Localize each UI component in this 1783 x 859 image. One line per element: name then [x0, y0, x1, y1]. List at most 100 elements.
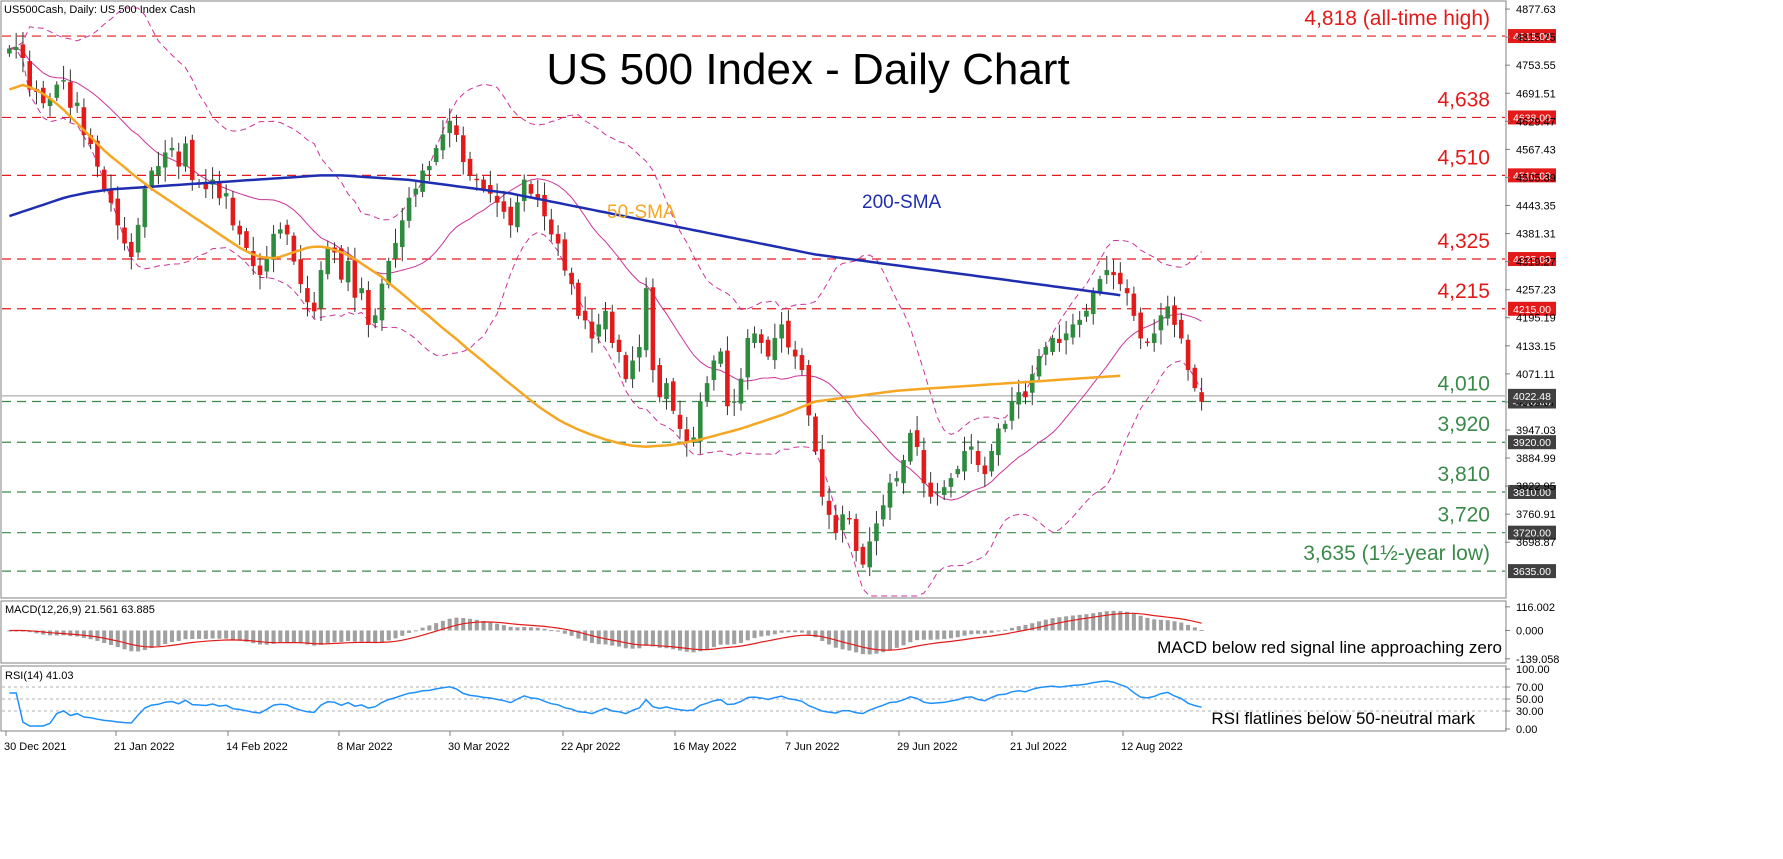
symbol-info: US500Cash, Daily: US 500 Index Cash	[4, 4, 195, 16]
candle-body	[759, 334, 764, 343]
macd-histogram-bar	[840, 630, 845, 650]
macd-histogram-bar	[650, 630, 655, 647]
level-price-tag-text: 4325.00	[1513, 254, 1551, 266]
candle-body	[1063, 333, 1069, 341]
macd-histogram-bar	[1070, 615, 1075, 631]
macd-histogram-bar	[705, 630, 710, 650]
sma200-label: 200-SMA	[862, 192, 942, 213]
candle-body	[643, 288, 649, 351]
level-price-tag	[1508, 110, 1556, 125]
macd-histogram-bar	[1016, 626, 1021, 631]
candle-body	[840, 514, 845, 531]
candle-body	[447, 120, 452, 134]
macd-histogram-bar	[508, 626, 513, 631]
candle-body	[108, 188, 114, 203]
candle-body	[975, 451, 981, 466]
macd-histogram-bar	[1003, 629, 1008, 631]
level-label: 3,810	[1437, 463, 1490, 486]
macd-histogram-bar	[75, 630, 80, 637]
candle-body	[847, 517, 852, 520]
macd-tick-label: 0.000	[1516, 625, 1544, 637]
candle-body	[765, 339, 771, 357]
level-label: 4,325	[1437, 230, 1490, 253]
candle-body	[819, 449, 825, 497]
candle-body	[833, 515, 839, 533]
macd-histogram-bar	[786, 630, 791, 633]
candle-body	[806, 365, 812, 416]
candle-body	[305, 288, 310, 303]
macd-histogram-bar	[163, 630, 168, 645]
macd-histogram-bar	[1064, 616, 1069, 631]
level-label: 4,215	[1437, 280, 1490, 303]
macd-histogram-bar	[1125, 611, 1130, 631]
macd-histogram-bar	[291, 630, 296, 643]
level-price-tag	[1508, 29, 1556, 44]
macd-histogram-bar	[1097, 612, 1103, 631]
macd-histogram-bar	[420, 627, 425, 631]
macd-histogram-bar	[413, 630, 418, 632]
candle-body	[1111, 271, 1116, 276]
macd-histogram-bar	[434, 623, 439, 631]
macd-histogram-bar	[379, 630, 384, 643]
level-label: 3,720	[1437, 504, 1490, 527]
time-tick-label: 30 Dec 2021	[4, 741, 66, 753]
macd-histogram-bar	[738, 630, 744, 643]
time-tick-label: 30 Mar 2022	[448, 741, 510, 753]
macd-histogram-bar	[1152, 619, 1157, 631]
candle-body	[1118, 272, 1123, 285]
candle-body	[271, 233, 276, 260]
macd-histogram-bar	[285, 630, 290, 643]
macd-histogram-bar	[955, 630, 960, 638]
candle-body	[291, 235, 297, 262]
macd-histogram-bar	[528, 627, 534, 631]
time-tick-label: 22 Apr 2022	[561, 741, 620, 753]
candle-body	[786, 320, 791, 348]
candle-body	[169, 147, 175, 151]
macd-histogram-bar	[725, 630, 730, 645]
candle-body	[562, 239, 568, 271]
macd-histogram-bar	[637, 630, 642, 649]
candle-body	[908, 432, 913, 462]
level-label: 4,818 (all-time high)	[1304, 7, 1490, 30]
macd-histogram-bar	[1057, 617, 1062, 631]
macd-histogram-bar	[197, 630, 202, 639]
candle-body	[460, 135, 466, 163]
candle-body	[81, 107, 87, 135]
candle-body	[250, 251, 256, 267]
macd-histogram-bar	[217, 630, 222, 639]
candle-body	[1043, 346, 1049, 355]
candle-body	[989, 451, 994, 472]
macd-histogram-bar	[657, 630, 662, 648]
macd-histogram-bar	[88, 630, 93, 640]
candle-body	[630, 360, 635, 380]
price-tick-label: 3822.95	[1516, 481, 1556, 493]
candle-body	[129, 242, 134, 258]
macd-histogram-bar	[1084, 614, 1089, 631]
level-label: 4,010	[1437, 373, 1490, 396]
candle-body	[826, 500, 832, 515]
macd-histogram-bar	[948, 630, 954, 639]
candle-body	[440, 134, 446, 151]
rsi-tick-label: 50.00	[1516, 694, 1544, 706]
macd-histogram-bar	[495, 623, 500, 631]
level-price-tag	[1508, 435, 1556, 450]
level-price-tag-text: 4638.00	[1513, 112, 1551, 124]
candle-body	[948, 478, 954, 487]
macd-histogram-bar	[745, 630, 750, 641]
candle-body	[54, 84, 60, 98]
candle-body	[935, 491, 940, 494]
price-tick-label: 4319.27	[1516, 257, 1556, 269]
candle-body	[311, 302, 317, 312]
level-price-tag	[1508, 564, 1556, 579]
macd-histogram-bar	[982, 630, 987, 634]
macd-histogram-bar	[664, 630, 669, 649]
candle-body	[813, 416, 818, 452]
macd-histogram-bar	[901, 630, 906, 646]
candle-body	[1192, 367, 1198, 389]
candle-body	[61, 80, 66, 82]
chart-title: US 500 Index - Daily Chart	[546, 45, 1069, 94]
macd-histogram-bar	[867, 630, 872, 655]
candle-body	[20, 44, 26, 59]
candle-body	[677, 414, 683, 429]
candle-body	[339, 248, 344, 280]
